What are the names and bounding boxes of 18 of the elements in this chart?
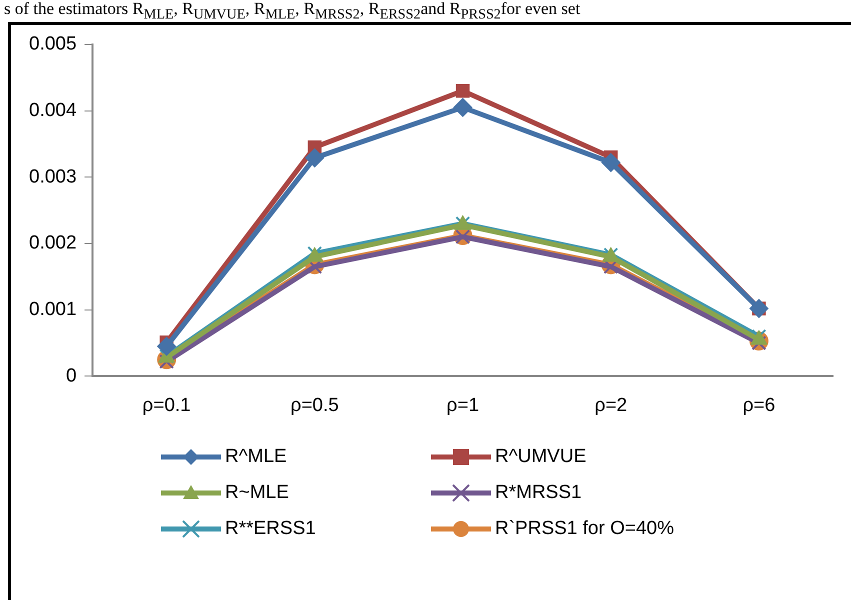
y-tick-label: 0.003 [29, 166, 77, 188]
legend-label: R`PRSS1 for O=40% [495, 518, 674, 540]
y-tick-label: 0.001 [29, 299, 77, 320]
legend-label: R**ERSS1 [225, 518, 316, 540]
legend-label: R^MLE [225, 446, 287, 468]
chart-title: s of the estimators R$_{MLE}$, R$_{UMVUE}$, R$_{MLE}$, R$_{MRSS2}$, R$_{ERSS2}$and R$_{PRSS2}$for even set [4, 0, 580, 22]
legend-label: R*MRSS1 [495, 482, 582, 504]
legend-label: R~MLE [225, 482, 289, 504]
x-tick-label: ρ=2 [594, 394, 628, 416]
y-tick-label: 0.005 [29, 34, 77, 55]
y-tick-label: 0.004 [29, 100, 77, 121]
x-tick-label: ρ=0.1 [142, 394, 191, 416]
x-tick-label: ρ=1 [446, 394, 480, 416]
legend-label: R^UMVUE [495, 446, 586, 468]
x-tick-label: ρ=6 [742, 394, 776, 416]
y-tick-label: 0 [66, 365, 77, 386]
x-tick-label: ρ=0.5 [290, 394, 339, 416]
y-tick-label: 0.002 [29, 232, 77, 254]
